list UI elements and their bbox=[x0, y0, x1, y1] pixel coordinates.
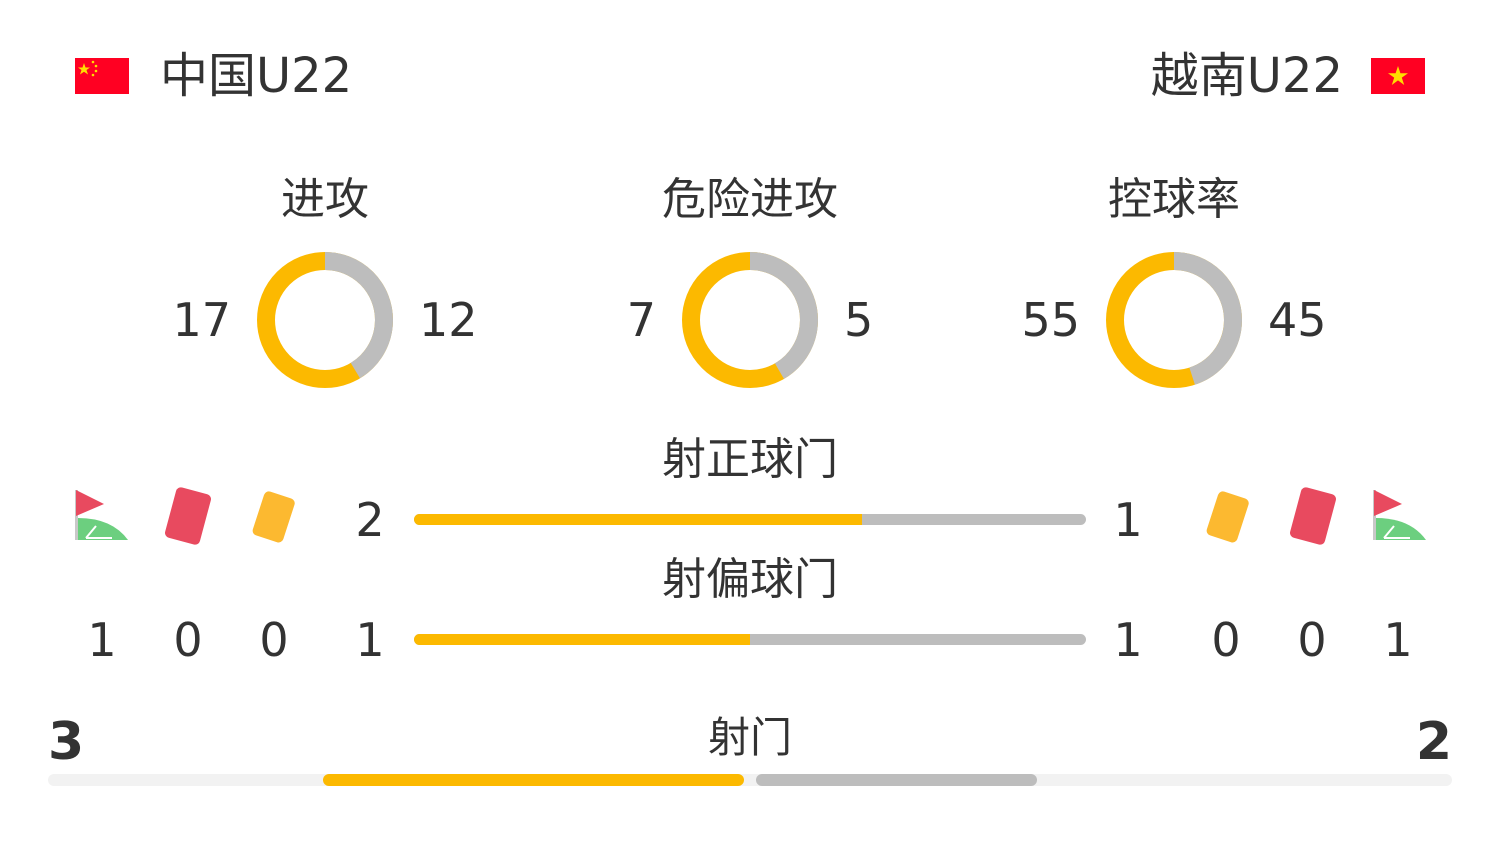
stat-away-value: 45 bbox=[1268, 293, 1327, 347]
home-shots-total: 3 bbox=[48, 712, 85, 772]
shots-label: 射门 bbox=[707, 713, 792, 762]
away-shots-on-target: 1 bbox=[1113, 493, 1143, 547]
corner-flag-icon bbox=[75, 490, 128, 540]
away-red-cards-count: 0 bbox=[1297, 613, 1327, 667]
home-corners-count: 1 bbox=[87, 613, 117, 667]
donut-away-arc bbox=[1106, 252, 1242, 388]
home-yellow-cards-count: 0 bbox=[259, 613, 289, 667]
away-corners-count: 1 bbox=[1383, 613, 1413, 667]
china-flag-icon bbox=[75, 58, 129, 94]
shots-away-bar bbox=[756, 774, 1037, 786]
yellow-card-icon bbox=[252, 491, 295, 543]
corner-flag-icon bbox=[1373, 490, 1426, 540]
away-yellow-cards-count: 0 bbox=[1211, 613, 1241, 667]
vietnam-flag-icon bbox=[1371, 58, 1425, 94]
stat-away-value: 12 bbox=[419, 293, 478, 347]
donut-away-arc bbox=[257, 252, 393, 388]
stat-label: 控球率 bbox=[1108, 174, 1240, 225]
home-shots-off-target: 1 bbox=[355, 613, 385, 667]
shots-on-target-home-fill bbox=[414, 514, 862, 525]
away-shots-off-target: 1 bbox=[1113, 613, 1143, 667]
red-card-icon bbox=[165, 487, 211, 545]
away-team-name: 越南U22 bbox=[1150, 48, 1343, 104]
shots-track bbox=[48, 774, 1452, 786]
stat-home-value: 17 bbox=[172, 293, 231, 347]
stat-label: 危险进攻 bbox=[662, 174, 838, 225]
stat-home-value: 55 bbox=[1021, 293, 1080, 347]
yellow-card-icon bbox=[1206, 491, 1249, 543]
stat-donut bbox=[257, 252, 393, 388]
shots-off-target-home-fill bbox=[414, 634, 750, 645]
stat-away-value: 5 bbox=[844, 293, 874, 347]
shots-off-target-label: 射偏球门 bbox=[662, 554, 838, 605]
donut-away-arc bbox=[682, 252, 818, 388]
red-card-icon bbox=[1290, 487, 1336, 545]
stat-label: 进攻 bbox=[281, 174, 369, 225]
stat-donut bbox=[682, 252, 818, 388]
shots-home-bar bbox=[322, 774, 744, 786]
home-shots-on-target: 2 bbox=[355, 493, 385, 547]
away-shots-total: 2 bbox=[1415, 712, 1452, 772]
home-red-cards-count: 0 bbox=[173, 613, 203, 667]
home-team-name: 中国U22 bbox=[160, 48, 353, 104]
stat-donut bbox=[1106, 252, 1242, 388]
stat-home-value: 7 bbox=[626, 293, 656, 347]
shots-on-target-label: 射正球门 bbox=[662, 434, 838, 485]
shots-off-target-bar bbox=[414, 634, 1086, 645]
shots-on-target-bar bbox=[414, 514, 1086, 525]
